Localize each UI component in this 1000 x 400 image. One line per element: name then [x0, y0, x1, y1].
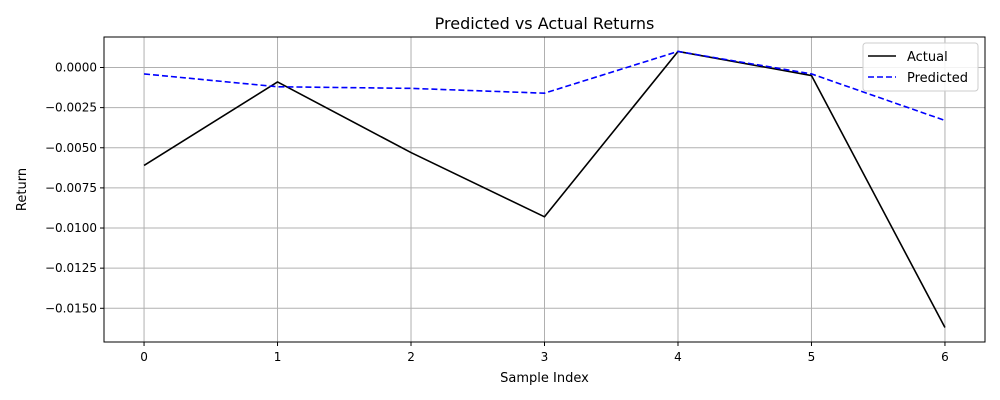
y-tick-label: −0.0025 — [45, 101, 97, 115]
x-tick-label: 0 — [140, 350, 148, 364]
series-line-actual — [143, 50, 946, 328]
x-axis: 0 1 2 3 4 5 6 — [140, 342, 949, 364]
grid — [104, 37, 985, 342]
x-tick-label: 2 — [407, 350, 415, 364]
series-layer — [143, 50, 946, 328]
y-axis: 0.0000 −0.0025 −0.0050 −0.0075 −0.0100 −0.012… — [45, 61, 104, 315]
x-tick-label: 5 — [808, 350, 816, 364]
y-axis-title: Return — [15, 168, 30, 211]
y-tick-label: −0.0100 — [45, 221, 97, 235]
x-tick-label: 3 — [541, 350, 549, 364]
x-axis-title: Sample Index — [500, 371, 589, 386]
y-tick-label: 0.0000 — [55, 61, 97, 75]
chart-title: Predicted vs Actual Returns — [435, 14, 655, 33]
y-tick-label: −0.0075 — [45, 181, 97, 195]
y-tick-label: −0.0050 — [45, 141, 97, 155]
y-tick-label: −0.0150 — [45, 301, 97, 315]
legend: Actual Predicted — [862, 42, 979, 92]
legend-box — [862, 42, 979, 92]
x-tick-label: 4 — [674, 350, 682, 364]
legend-label: Predicted — [907, 71, 968, 86]
y-tick-label: −0.0125 — [45, 261, 97, 275]
legend-label: Actual — [907, 50, 948, 65]
series-line-predicted — [143, 50, 946, 122]
x-tick-label: 6 — [941, 350, 949, 364]
x-tick-label: 1 — [274, 350, 282, 364]
